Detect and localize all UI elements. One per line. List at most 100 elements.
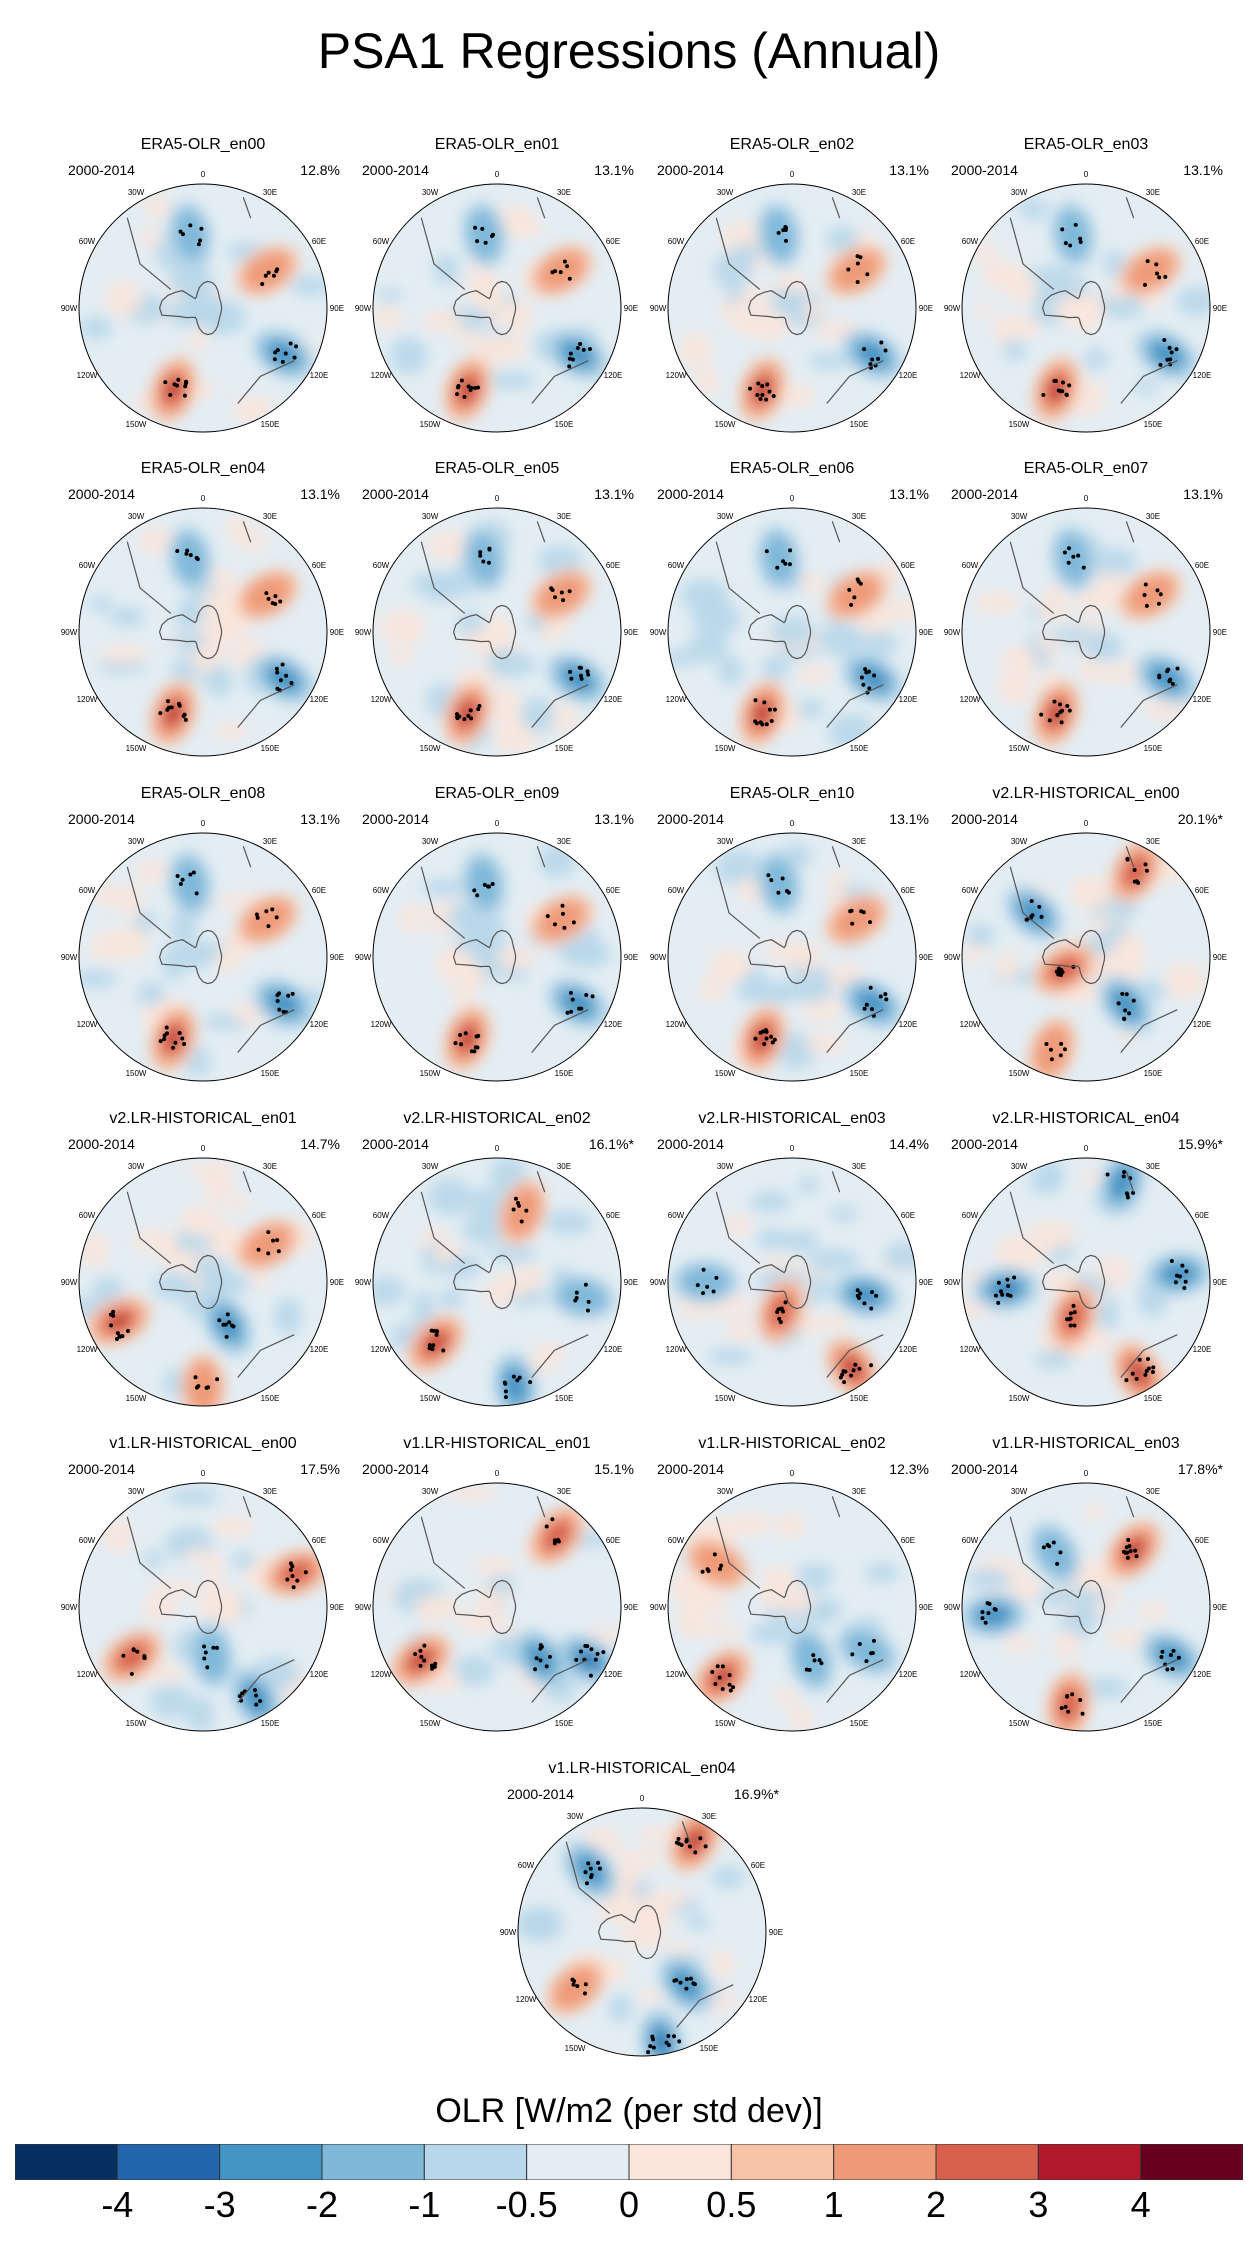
significance-dot <box>1060 227 1065 232</box>
anomaly-negative <box>194 1630 229 1682</box>
longitude-label: 90W <box>944 1278 961 1287</box>
significance-dot <box>855 254 860 259</box>
panel-variance: 17.5% <box>300 1461 340 1477</box>
significance-dot <box>567 356 572 361</box>
significance-dot <box>217 1318 222 1323</box>
significance-dot <box>787 562 792 567</box>
longitude-label: 60W <box>373 1536 390 1545</box>
longitude-label: 30W <box>1011 1162 1028 1171</box>
panel-period: 2000-2014 <box>951 1461 1018 1477</box>
significance-dot <box>713 1681 718 1686</box>
significance-dot <box>574 1295 579 1300</box>
significance-dot <box>861 910 866 915</box>
polar-map: 030E60E90E120E150E180150W120W90W60W30W <box>650 819 933 1082</box>
significance-dot <box>1144 603 1149 608</box>
anomaly-positive <box>446 1484 499 1502</box>
significance-dot <box>490 882 495 887</box>
panel-period: 2000-2014 <box>362 486 429 502</box>
longitude-label: 150W <box>420 420 441 429</box>
significance-dot <box>570 357 575 362</box>
significance-dot <box>469 716 474 721</box>
map-panel: ERA5-OLR_en09 2000-2014 13.1% 0 30E 60E 90E 120… <box>352 785 642 1085</box>
longitude-label: 120E <box>310 1345 329 1354</box>
anomaly-negative <box>1161 1262 1196 1285</box>
anomaly-negative <box>826 225 859 254</box>
significance-dot <box>202 1656 207 1661</box>
anomaly-positive <box>724 1213 752 1236</box>
antarctica-coastline <box>452 1579 517 1635</box>
anomaly-negative <box>537 545 583 577</box>
australia-coastline <box>826 1659 884 1703</box>
longitude-label: 0 <box>495 1144 500 1153</box>
anomaly-negative <box>815 623 867 656</box>
significance-dot <box>274 915 279 920</box>
significance-dot <box>1143 1372 1148 1377</box>
significance-dot <box>290 991 295 996</box>
significance-dot <box>688 1976 693 1981</box>
significance-dot <box>701 1291 706 1296</box>
significance-dot <box>1142 282 1147 287</box>
significance-dot <box>569 676 574 681</box>
anomaly-negative <box>668 649 698 667</box>
panel-period: 2000-2014 <box>362 1136 429 1152</box>
longitude-label: 60E <box>901 237 915 246</box>
significance-dot <box>1052 699 1057 704</box>
australia-coastline <box>826 684 884 728</box>
anomaly-negative <box>557 1280 608 1314</box>
anomaly-positive <box>726 1318 755 1342</box>
colorbar-segment <box>321 2144 425 2180</box>
antarctica-coastline <box>452 280 517 336</box>
significance-dot <box>275 267 280 272</box>
longitude-label: 60W <box>962 237 979 246</box>
significance-dot <box>266 270 271 275</box>
significance-dot <box>1167 345 1172 350</box>
anomaly-positive <box>453 330 484 346</box>
panel-variance: 13.1% <box>889 486 929 502</box>
anomaly-positive <box>677 1604 708 1639</box>
significance-dot <box>203 1650 208 1655</box>
significance-dot <box>1134 879 1139 884</box>
significance-dot <box>1159 1655 1164 1660</box>
africa-coastline <box>1125 1171 1135 1193</box>
anomaly-positive <box>449 987 473 1007</box>
significance-dot <box>114 1336 119 1341</box>
significance-dot <box>769 719 774 724</box>
anomaly-negative <box>545 1209 592 1236</box>
significance-dot <box>778 1320 783 1325</box>
panel-variance: 13.1% <box>300 811 340 827</box>
map-panel: v2.LR-HISTORICAL_en01 2000-2014 14.7% 0 30E 6… <box>58 1110 348 1410</box>
significance-dot <box>111 1309 116 1314</box>
anomaly-positive <box>1061 1300 1086 1334</box>
longitude-label: 60W <box>79 886 96 895</box>
anomaly-negative <box>230 1551 256 1570</box>
longitude-label: 60W <box>668 1211 685 1220</box>
significance-dot <box>1165 1667 1170 1672</box>
south-america-coastline <box>565 1841 611 1914</box>
significance-dot <box>544 1664 549 1669</box>
significance-dot <box>1068 1316 1073 1321</box>
anomaly-negative <box>97 658 149 674</box>
anomaly-positive <box>805 1032 847 1054</box>
significance-dot <box>158 711 163 716</box>
significance-dot <box>255 915 260 920</box>
significance-dot <box>983 1620 988 1625</box>
longitude-label: 90W <box>500 1928 517 1937</box>
anomaly-negative <box>109 607 146 627</box>
significance-dot <box>263 273 268 278</box>
colorbar <box>15 2144 1243 2180</box>
anomaly-negative <box>672 1969 700 2000</box>
colorbar-segment <box>1037 2144 1142 2180</box>
significance-dot <box>198 238 203 243</box>
longitude-label: 60W <box>668 1536 685 1545</box>
colorbar-tick-label: -4 <box>101 2184 134 2225</box>
polar-map: 030E60E90E120E150E180150W120W90W60W30W <box>355 1469 638 1732</box>
south-america-coastline <box>420 541 466 614</box>
anomaly-negative <box>215 1309 241 1341</box>
significance-dot <box>511 1374 516 1379</box>
anomaly-positive <box>1002 1634 1038 1654</box>
significance-dot <box>698 1836 703 1841</box>
map-border <box>78 1157 328 1407</box>
significance-dot <box>583 1982 588 1987</box>
antarctica-coastline <box>747 1579 812 1635</box>
panel-period: 2000-2014 <box>507 1786 574 1802</box>
